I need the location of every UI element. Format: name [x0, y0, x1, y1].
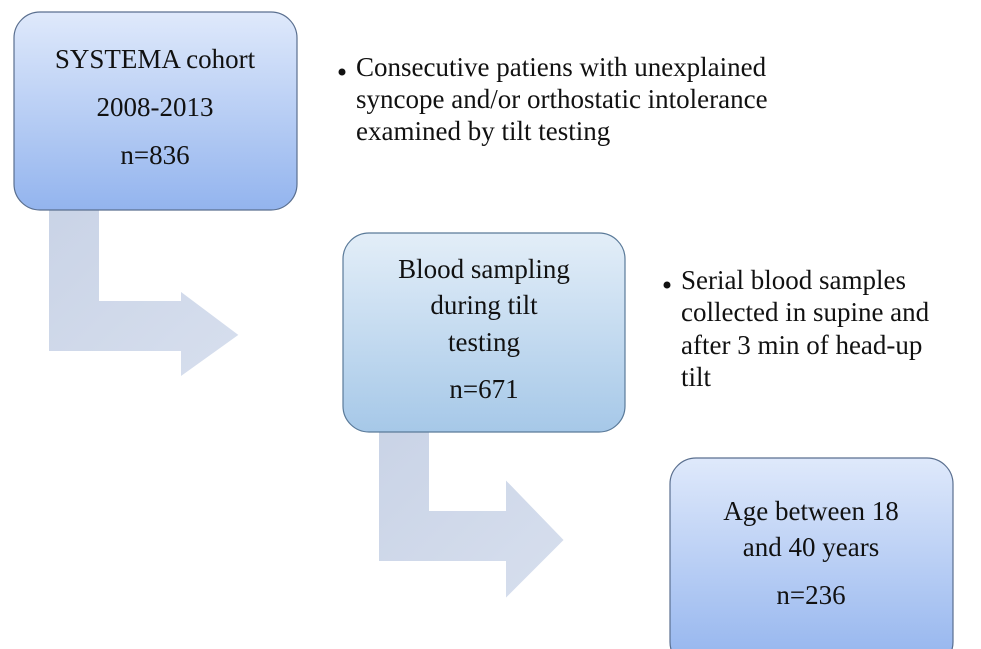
box-text: and 40 years	[743, 532, 879, 562]
note-text: after 3 min of head-up	[681, 330, 922, 360]
box-text: n=671	[449, 374, 518, 404]
note-text: syncope and/or orthostatic intolerance	[356, 84, 768, 114]
box	[13, 11, 298, 211]
note-text: Serial blood samples	[681, 265, 906, 295]
box	[342, 232, 626, 433]
box-text: SYSTEMA cohort	[55, 44, 256, 74]
box-text: Age between 18	[723, 496, 898, 526]
box-text: n=836	[120, 140, 189, 170]
box-text: testing	[448, 327, 520, 357]
bullet	[338, 68, 346, 76]
note-text: tilt	[681, 362, 712, 392]
box-text: n=236	[776, 580, 845, 610]
note-text: examined by tilt testing	[356, 116, 610, 146]
arrow	[377, 419, 567, 603]
box	[669, 457, 954, 649]
note-text: collected in supine and	[681, 297, 930, 327]
arrow	[47, 199, 242, 380]
box-text: during tilt	[430, 290, 538, 320]
box-text: Blood sampling	[398, 254, 570, 284]
box-text: 2008-2013	[97, 92, 214, 122]
note-text: Consecutive patiens with unexplained	[356, 52, 767, 82]
bullet	[663, 281, 671, 289]
